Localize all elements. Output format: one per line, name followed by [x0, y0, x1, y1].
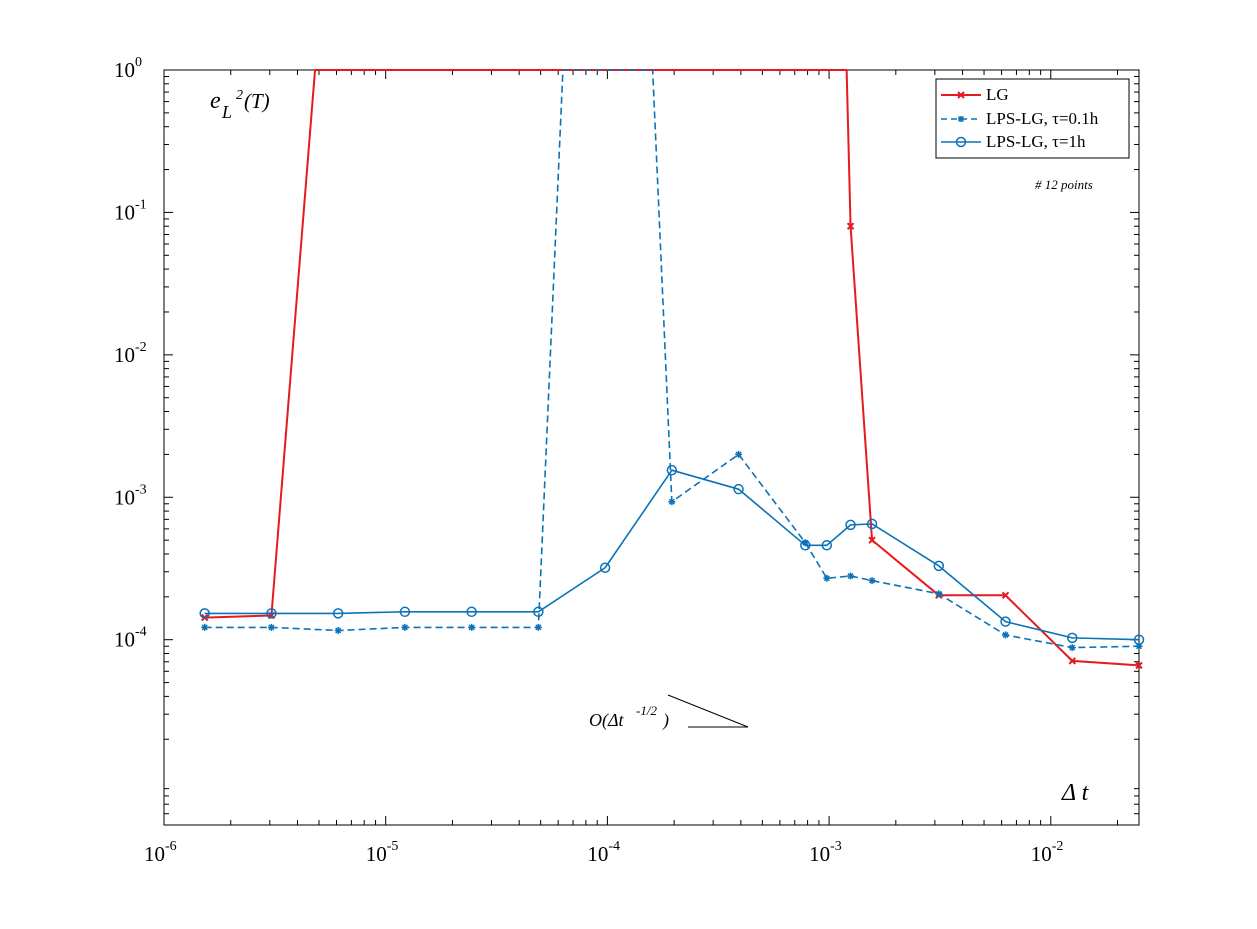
series-line	[204, 469, 1140, 641]
data-point	[599, 562, 611, 574]
series-line	[204, 69, 1140, 667]
data-point	[399, 606, 411, 618]
x-axis-title: Δ t	[1061, 780, 1090, 806]
data-point	[533, 606, 544, 618]
x-tick-label: 10	[809, 842, 830, 866]
series-3	[199, 464, 1145, 645]
y-axis-title: e L 2 (T)	[210, 88, 270, 122]
data-point	[1068, 657, 1076, 665]
data-point	[334, 627, 342, 635]
y-axis-title-subscript: L	[221, 102, 232, 122]
y-tick-label: 10	[114, 58, 135, 82]
x-tick-label: 10	[366, 842, 387, 866]
y-tick-label-exponent: -3	[135, 482, 147, 497]
data-point	[668, 498, 676, 506]
data-point	[267, 623, 275, 631]
order-triangle-lines	[667, 694, 749, 728]
legend-label-lps-01: LPS-LG, τ=0.1h	[986, 109, 1099, 128]
order-label-tail: )	[662, 710, 669, 731]
data-point	[1133, 634, 1145, 645]
data-point	[933, 560, 945, 572]
y-tick-label: 10	[114, 485, 135, 509]
data-point	[847, 572, 855, 580]
data-point	[468, 623, 476, 631]
y-tick-label: 10	[114, 628, 135, 652]
data-point	[846, 222, 855, 230]
series-line	[204, 69, 1140, 649]
y-tick-label: 10	[114, 200, 135, 224]
data-point	[823, 574, 831, 582]
legend-label-lg: LG	[986, 85, 1009, 104]
data-point	[666, 464, 678, 476]
data-point	[1000, 616, 1011, 627]
legend-box	[935, 78, 1130, 159]
legend-marker-lg	[957, 91, 965, 99]
data-point	[935, 590, 943, 598]
data-point	[733, 483, 744, 495]
legend-marker-lps-01	[957, 115, 965, 123]
data-point	[1067, 632, 1078, 644]
order-label-base: O(Δt	[589, 710, 625, 731]
legend: LG LPS-LG, τ=0.1h LPS-LG, τ=1h	[935, 78, 1130, 159]
x-tick-label: 10	[1031, 842, 1052, 866]
x-tick-label: 10	[587, 842, 608, 866]
points-annotation: # 12 points	[1035, 177, 1093, 192]
data-point	[866, 518, 878, 530]
y-tick-label-exponent: 0	[135, 55, 142, 70]
data-point	[845, 519, 856, 531]
y-tick-label-exponent: -1	[135, 197, 147, 212]
data-point	[466, 606, 477, 618]
data-point	[868, 577, 876, 585]
data-point	[199, 608, 210, 619]
data-point	[735, 450, 743, 458]
order-triangle: O(Δt -1/2 )	[589, 694, 749, 731]
data-point	[868, 536, 876, 544]
axis-ticks: 10 -6 10 -5 10 -4 10 -3 10 -210 010 -110 -210 -310 -4	[114, 55, 1139, 866]
plot-area	[163, 69, 1140, 826]
x-tick-label-exponent: -2	[1052, 839, 1064, 854]
x-tick-label-exponent: -5	[387, 839, 399, 854]
y-axis-title-base: e	[210, 88, 221, 114]
x-tick-label-exponent: -3	[830, 839, 842, 854]
legend-marker-lps-1	[955, 136, 967, 148]
data-point	[800, 540, 811, 551]
legend-label-lps-1: LPS-LG, τ=1h	[986, 132, 1086, 151]
x-tick-label-exponent: -6	[165, 839, 177, 854]
data-point	[401, 623, 409, 631]
data-point	[821, 540, 833, 551]
data-point	[266, 608, 277, 619]
x-tick-label-exponent: -4	[608, 839, 620, 854]
y-tick-label-exponent: -4	[135, 625, 147, 640]
x-tick-label: 10	[144, 842, 165, 866]
y-tick-label: 10	[114, 343, 135, 367]
data-point	[201, 623, 209, 631]
data-point	[1002, 631, 1010, 639]
y-axis-title-tail: (T)	[244, 89, 270, 113]
y-axis-title-superscript: 2	[236, 88, 243, 103]
data-point	[1068, 644, 1076, 652]
data-point	[1135, 661, 1143, 670]
data-point	[1001, 591, 1010, 600]
data-point	[534, 623, 542, 631]
y-tick-label-exponent: -2	[135, 340, 147, 355]
series-layer	[199, 69, 1145, 670]
order-label-superscript: -1/2	[636, 703, 657, 718]
data-point	[332, 608, 344, 619]
